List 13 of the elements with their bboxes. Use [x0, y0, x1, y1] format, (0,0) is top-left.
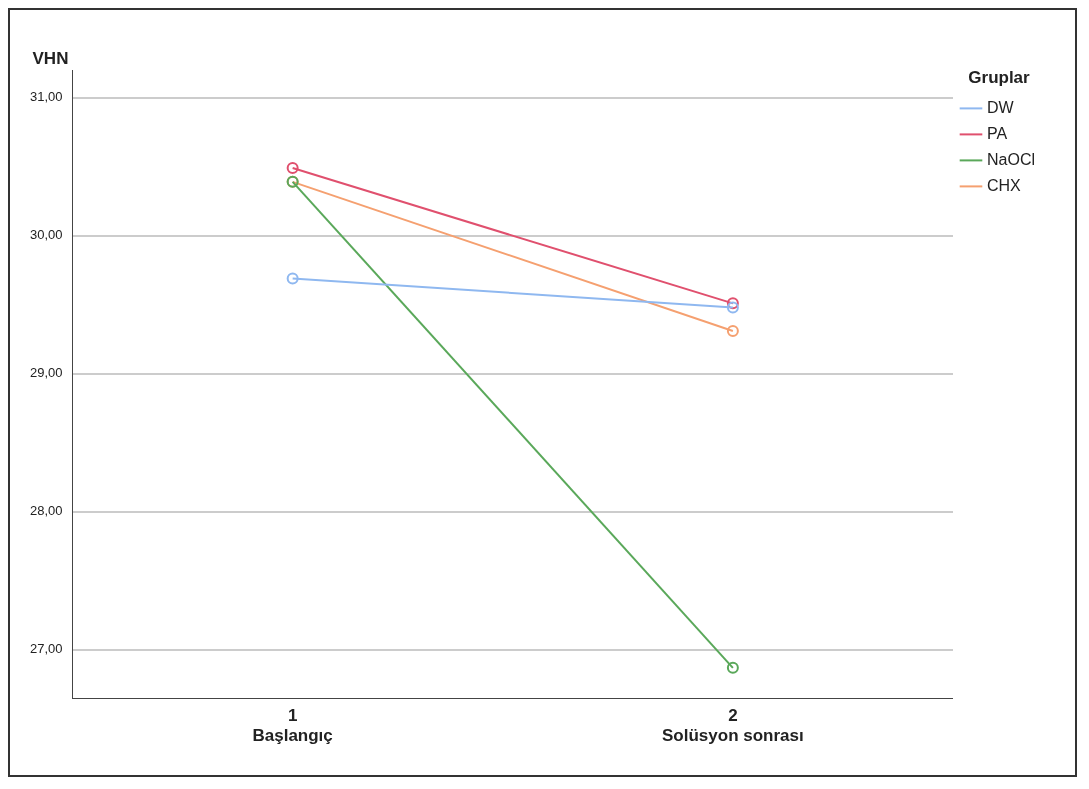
y-tick-label: 31,00 [29, 89, 63, 105]
legend-label: NaOCl [986, 150, 1036, 168]
x-tick-label: 2 Solüsyon sonrası [662, 706, 804, 746]
legend-label: DW [986, 98, 1015, 116]
y-tick-label: 27,00 [29, 641, 63, 657]
x-tick-label: 1 Başlangıç [252, 706, 333, 746]
legend-title: Gruplar [968, 68, 1031, 88]
y-tick-label: 30,00 [29, 227, 63, 243]
y-tick-label: 28,00 [29, 503, 63, 519]
legend-label: CHX [986, 176, 1022, 194]
y-tick-label: 29,00 [29, 365, 63, 381]
y-axis-title: VHN [32, 49, 69, 69]
legend-label: PA [986, 124, 1008, 142]
